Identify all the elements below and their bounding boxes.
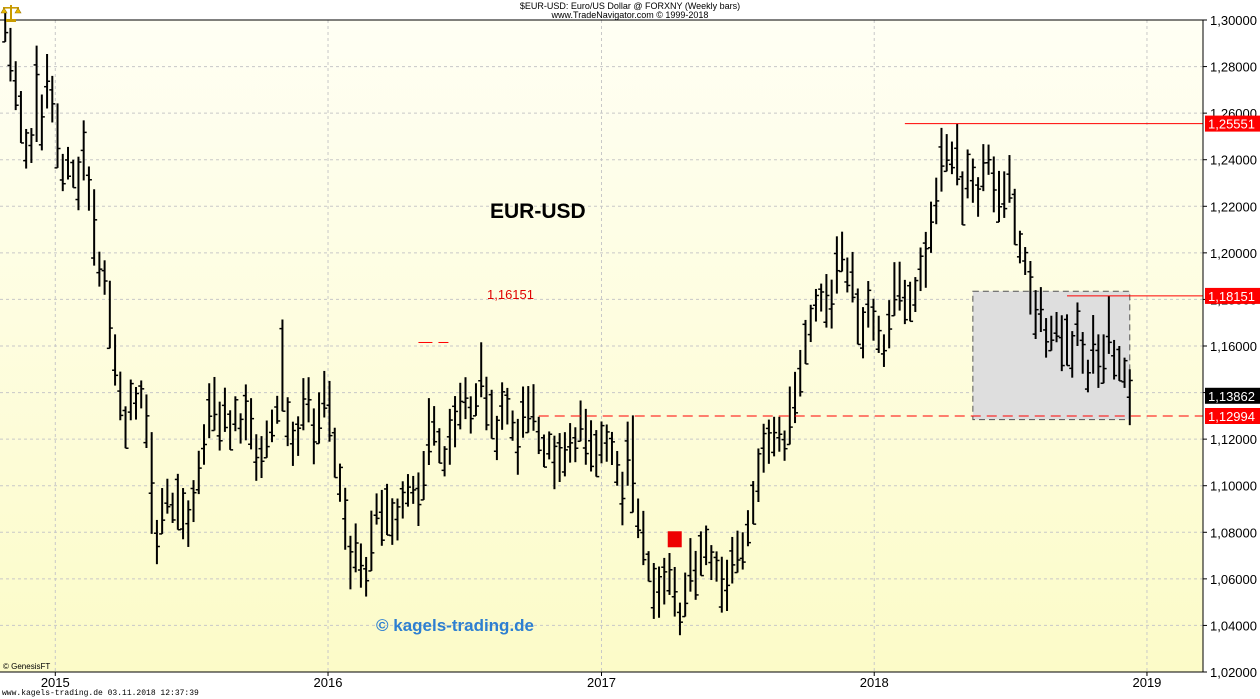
y-tick-label: 1,06000 bbox=[1210, 572, 1257, 587]
price-badge-resistance-1-bg bbox=[1205, 115, 1260, 132]
y-tick-label: 1,08000 bbox=[1210, 525, 1257, 540]
price-badge-resistance-2: 1,18151 bbox=[1208, 289, 1255, 304]
chart-header-source: www.TradeNavigator.com © 1999-2018 bbox=[551, 10, 709, 20]
footer-label: www.kagels-trading.de 03.11.2018 12:37:3… bbox=[2, 689, 199, 698]
copyright-label: © GenesisFT bbox=[3, 662, 51, 671]
chart-title: EUR-USD bbox=[490, 200, 586, 223]
peak-annotation-label: 1,16151 bbox=[487, 287, 534, 302]
y-tick-label: 1,02000 bbox=[1210, 665, 1257, 680]
y-tick-label: 1,12000 bbox=[1210, 432, 1257, 447]
chart-header-title: $EUR-USD: Euro/US Dollar @ FORXNY (Weekl… bbox=[519, 1, 741, 11]
signal-marker bbox=[667, 531, 682, 548]
watermark: © kagels-trading.de bbox=[376, 616, 535, 635]
y-tick-label: 1,30000 bbox=[1210, 13, 1257, 28]
price-badge-current-bg bbox=[1205, 387, 1260, 404]
y-tick-label: 1,10000 bbox=[1210, 479, 1257, 494]
y-tick-label: 1,22000 bbox=[1210, 199, 1257, 214]
x-tick-label: 2019 bbox=[1132, 675, 1161, 690]
scales-icon bbox=[0, 3, 22, 28]
x-tick-label: 2017 bbox=[587, 675, 616, 690]
price-badge-current: 1,13862 bbox=[1208, 389, 1255, 404]
y-tick-label: 1,28000 bbox=[1210, 60, 1257, 75]
y-tick-label: 1,16000 bbox=[1210, 339, 1257, 354]
price-badge-support-bg bbox=[1205, 407, 1260, 424]
price-badge-resistance-2-bg bbox=[1205, 287, 1260, 304]
price-badge-support: 1,12994 bbox=[1208, 409, 1255, 424]
x-tick-label: 2018 bbox=[860, 675, 889, 690]
y-tick-label: 1,20000 bbox=[1210, 246, 1257, 261]
price-badge-resistance-1: 1,25551 bbox=[1208, 117, 1255, 132]
range-box bbox=[972, 290, 1131, 421]
x-tick-label: 2015 bbox=[41, 675, 70, 690]
x-tick-label: 2016 bbox=[314, 675, 343, 690]
bars-group bbox=[2, 10, 1133, 636]
y-tick-label: 1,24000 bbox=[1210, 153, 1257, 168]
y-tick-label: 1,04000 bbox=[1210, 618, 1257, 633]
